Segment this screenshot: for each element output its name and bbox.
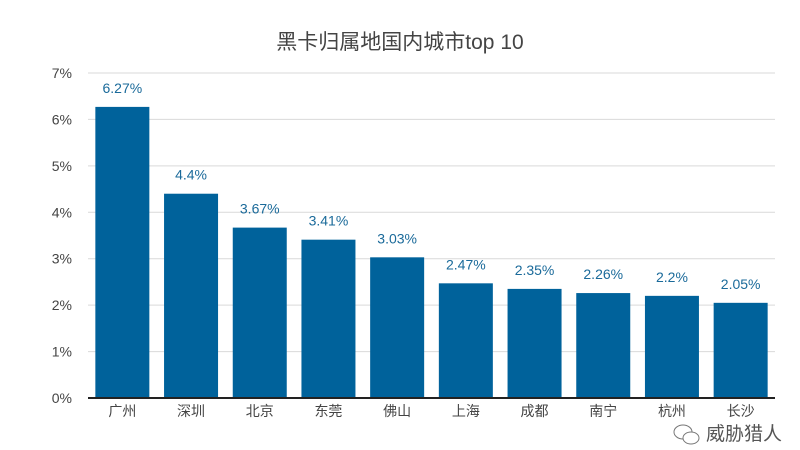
x-tick-label: 南宁 <box>589 403 617 420</box>
watermark: 威胁猎人 <box>668 423 786 447</box>
data-label: 3.67% <box>240 201 280 217</box>
data-label: 2.26% <box>583 266 623 282</box>
bar <box>644 295 699 398</box>
data-label: 2.05% <box>721 276 761 292</box>
data-label: 2.35% <box>515 262 555 278</box>
y-tick-label: 5% <box>52 158 72 174</box>
y-tick-label: 0% <box>52 390 72 406</box>
y-tick-label: 7% <box>52 65 72 81</box>
bar <box>713 302 768 398</box>
y-tick-label: 3% <box>52 251 72 267</box>
bar <box>507 288 562 398</box>
data-label: 2.47% <box>446 256 486 272</box>
x-tick-label: 广州 <box>108 404 136 420</box>
bar <box>576 293 631 398</box>
data-label: 3.03% <box>377 230 417 246</box>
x-tick-label: 佛山 <box>383 404 411 420</box>
data-label: 6.27% <box>102 80 142 96</box>
y-tick-label: 4% <box>52 204 72 220</box>
bar <box>301 239 356 398</box>
watermark-text: 威胁猎人 <box>706 424 783 445</box>
x-tick-label: 北京 <box>246 404 274 420</box>
bar <box>164 193 219 398</box>
x-tick-label: 成都 <box>521 404 549 420</box>
wechat-icon <box>673 424 700 445</box>
x-tick-label: 深圳 <box>177 404 205 420</box>
data-label: 2.2% <box>656 269 688 285</box>
bar <box>232 227 287 398</box>
x-tick-label: 上海 <box>452 404 480 420</box>
x-tick-label: 东莞 <box>314 404 342 420</box>
data-label: 3.41% <box>309 213 349 229</box>
x-tick-label: 杭州 <box>658 404 686 420</box>
data-label: 4.4% <box>175 167 207 183</box>
x-tick-label: 长沙 <box>727 404 755 420</box>
y-tick-label: 1% <box>52 344 72 360</box>
y-tick-label: 6% <box>52 111 72 127</box>
bar <box>438 283 493 398</box>
y-tick-label: 2% <box>52 297 72 313</box>
bar <box>95 106 150 399</box>
bar <box>370 257 425 398</box>
chart-title: 黑卡归属地国内城市top 10 <box>276 31 524 54</box>
